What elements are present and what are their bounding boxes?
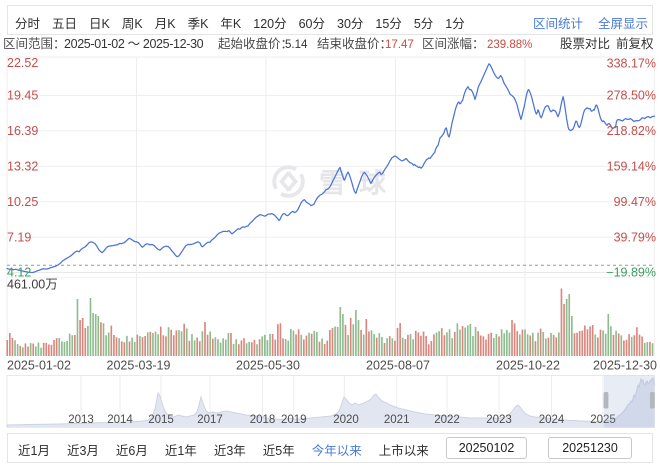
svg-text:2023: 2023: [486, 414, 512, 426]
svg-text:39.79%: 39.79%: [614, 230, 656, 244]
svg-text:2025-12-30: 2025-12-30: [593, 359, 657, 373]
svg-text:2025: 2025: [590, 414, 616, 426]
svg-text:338.17%: 338.17%: [607, 57, 656, 71]
svg-text:10.25: 10.25: [7, 195, 38, 209]
svg-text:2013: 2013: [68, 414, 94, 426]
svg-text:2025-05-30: 2025-05-30: [236, 359, 300, 373]
svg-text:461.00万: 461.00万: [7, 278, 58, 292]
svg-text:13.32: 13.32: [7, 160, 38, 174]
svg-text:218.82%: 218.82%: [607, 124, 656, 138]
svg-text:19.45: 19.45: [7, 89, 38, 103]
svg-text:2019: 2019: [281, 414, 307, 426]
svg-text:2017: 2017: [197, 414, 223, 426]
svg-text:7.19: 7.19: [7, 230, 31, 244]
svg-text:2020: 2020: [333, 414, 359, 426]
svg-text:99.47%: 99.47%: [614, 195, 656, 209]
svg-text:2014: 2014: [107, 414, 133, 426]
svg-text:2024: 2024: [539, 414, 565, 426]
svg-text:159.14%: 159.14%: [607, 160, 656, 174]
svg-text:278.50%: 278.50%: [607, 89, 656, 103]
svg-text:2025-03-19: 2025-03-19: [107, 359, 171, 373]
svg-text:2022: 2022: [434, 414, 460, 426]
svg-text:4.12: 4.12: [7, 266, 31, 280]
svg-text:2025-08-07: 2025-08-07: [366, 359, 430, 373]
svg-text:22.52: 22.52: [7, 56, 38, 70]
svg-text:16.39: 16.39: [7, 124, 38, 138]
svg-text:2025-01-02: 2025-01-02: [7, 359, 71, 373]
svg-text:−19.89%: −19.89%: [606, 266, 656, 280]
svg-text:2018: 2018: [250, 414, 276, 426]
svg-text:2021: 2021: [384, 414, 410, 426]
svg-text:2025-10-22: 2025-10-22: [496, 359, 560, 373]
svg-text:2015: 2015: [148, 414, 174, 426]
